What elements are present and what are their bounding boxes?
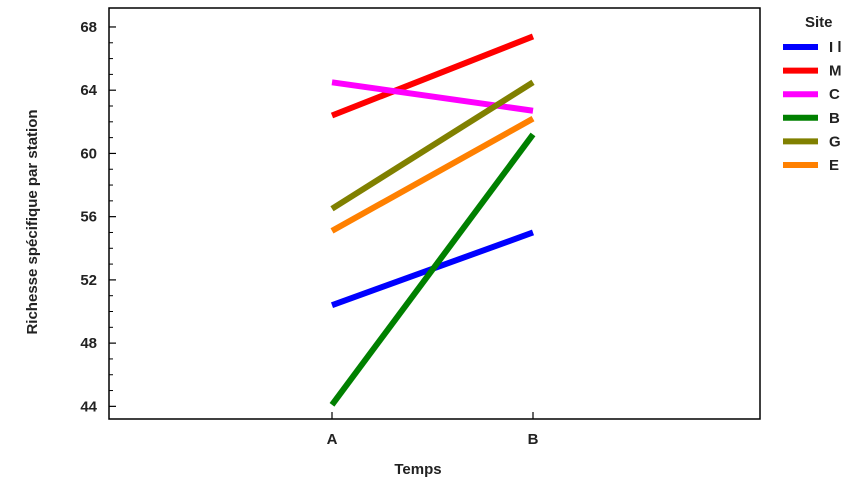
series-line (330, 79, 535, 212)
legend-label: G (829, 133, 841, 150)
x-tick-label: A (327, 431, 338, 448)
series-lines (329, 33, 536, 407)
series-line (329, 132, 536, 407)
x-axis-title: Temps (394, 461, 441, 478)
series-line (330, 116, 535, 234)
y-tick-label: 56 (80, 209, 97, 226)
y-axis-title: Richesse spécifique par station (24, 109, 41, 334)
y-tick-label: 44 (80, 398, 97, 415)
plot-frame (108, 7, 761, 420)
x-tick-label: B (528, 431, 539, 448)
y-tick-label: 68 (80, 19, 97, 36)
y-tick-label: 60 (80, 145, 97, 162)
y-tick-label: 52 (80, 272, 97, 289)
legend-label: I l (829, 39, 842, 56)
series-line (330, 33, 535, 119)
y-tick-label: 48 (80, 335, 97, 352)
legend-label: B (829, 110, 840, 127)
y-tick-label: 64 (80, 82, 97, 99)
legend-label: M (829, 63, 842, 80)
legend-title: Site (805, 14, 833, 31)
legend-label: C (829, 86, 840, 103)
y-axis: 44 48 52 56 60 64 68 (80, 19, 116, 415)
legend-label: E (829, 157, 839, 174)
